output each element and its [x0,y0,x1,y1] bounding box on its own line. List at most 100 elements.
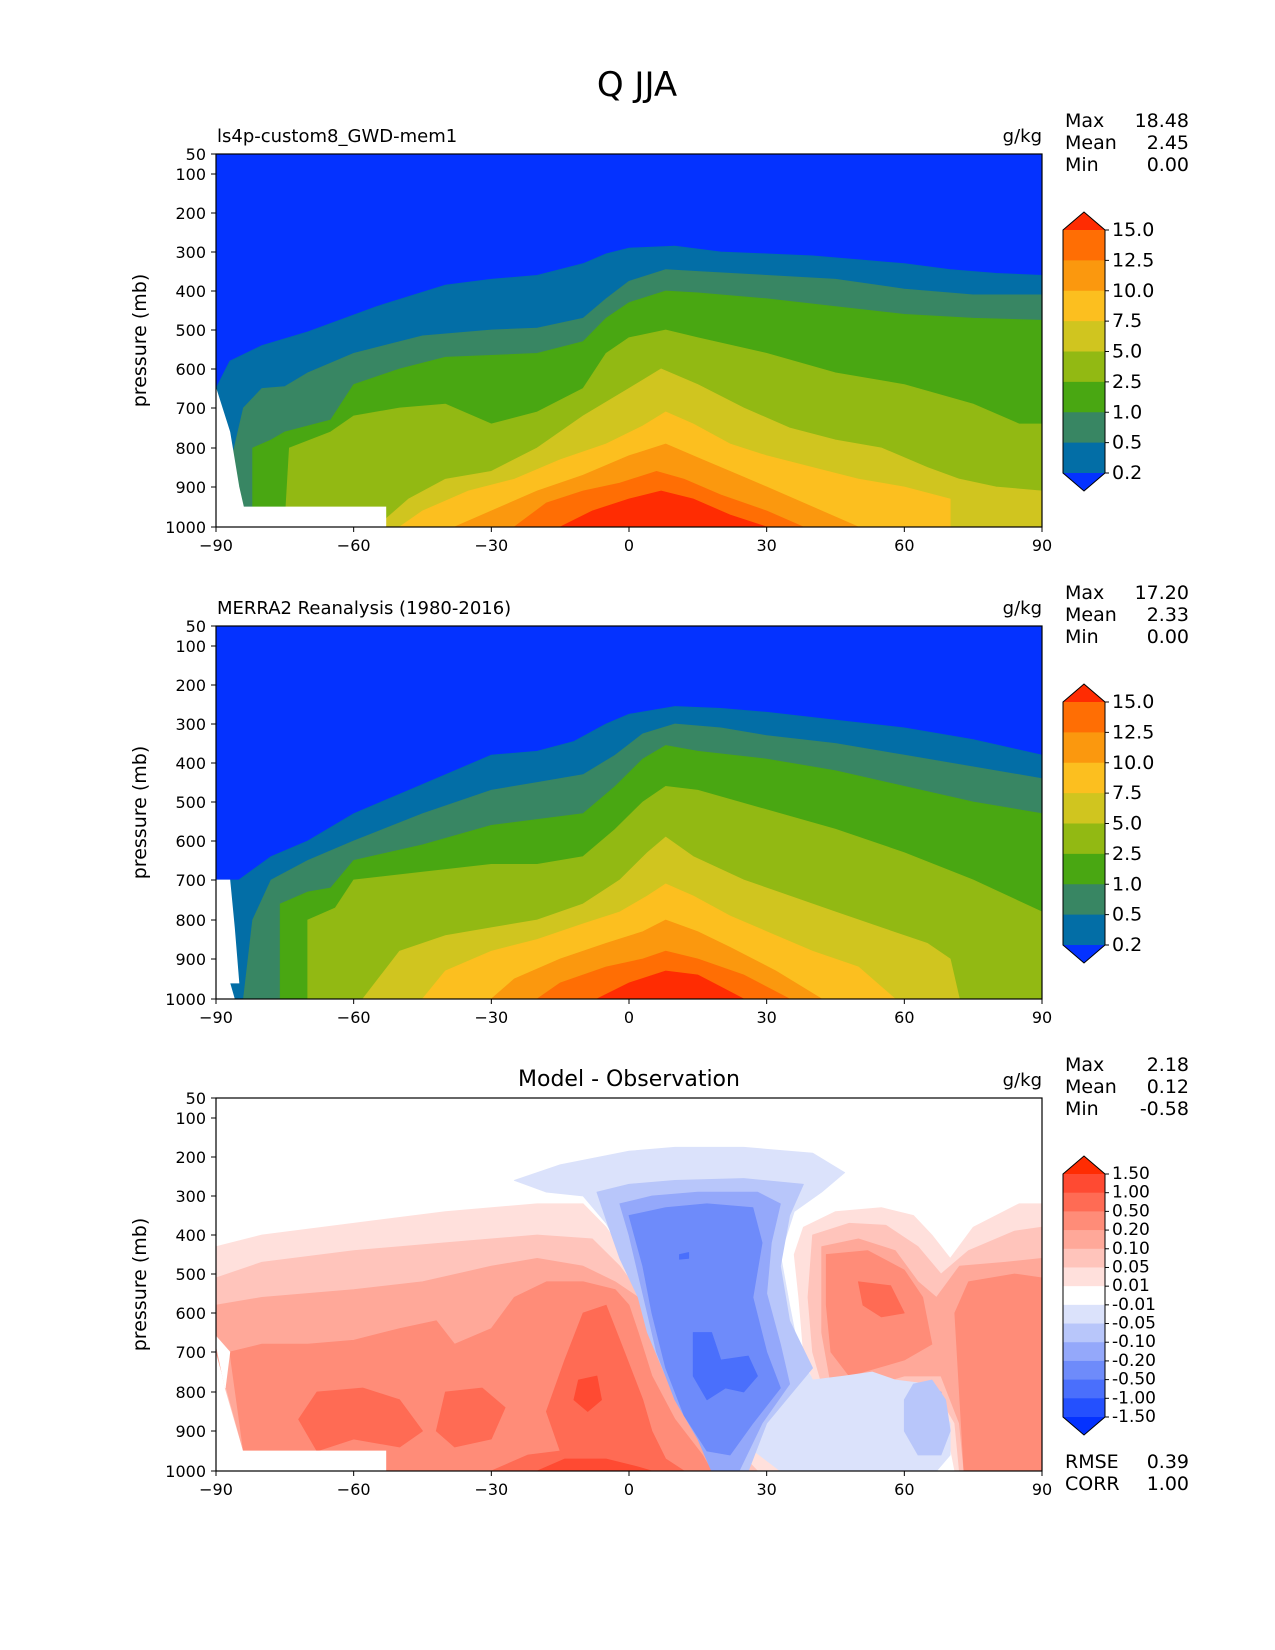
stat-value: 0.12 [1147,1076,1189,1098]
y-tick-label: 300 [175,715,206,734]
y-tick-label: 1000 [165,1462,206,1481]
colorbar-tick-label: 0.5 [1112,904,1142,926]
panel-title: ls4p-custom8_GWD-mem1 [217,126,457,147]
panel-2: MERRA2 Reanalysis (1980-2016) g/kg pressur… [129,582,1189,1027]
stat-value: 2.18 [1147,1054,1189,1076]
colorbar-block [1063,732,1105,764]
x-tick-label: 30 [756,1008,776,1027]
x-tick-label: 90 [1032,536,1052,555]
colorbar-block [1063,1211,1105,1231]
y-tick-label: 800 [175,439,206,458]
y-tick-label: 900 [175,950,206,969]
contour-band-15 [596,970,1042,999]
colorbar-block [1063,1323,1105,1343]
missing-data-region [216,1450,387,1471]
y-tick-label: 200 [175,1148,206,1167]
y-tick-label: 100 [175,1109,206,1128]
colorbar-tick-label: 0.05 [1112,1257,1150,1277]
missing-data-region [216,982,235,999]
stat-label: Mean [1065,604,1117,626]
colorbar-extend-min [1063,473,1105,491]
y-tick-label: 50 [186,145,206,164]
stat-value: 2.33 [1147,604,1189,626]
x-tick-label: 0 [624,536,634,555]
x-tick-label: 60 [894,1008,914,1027]
missing-data-region [216,879,240,984]
colorbar-block [1063,1286,1105,1306]
y-tick-label: 600 [175,1304,206,1323]
anomaly-region [692,1332,758,1401]
missing-data-region [216,388,245,508]
contour-band-15 [560,490,1042,527]
stat-label: Min [1065,626,1099,648]
colorbar-block [1063,702,1105,733]
stat-value: 0.00 [1147,154,1189,176]
y-tick-label: 700 [175,399,206,418]
colorbar-tick-label: 1.0 [1112,401,1142,423]
colorbar-block [1063,442,1105,474]
y-tick-label: 900 [175,1422,206,1441]
x-tick-label: −90 [199,1008,233,1027]
colorbar: -1.50-1.00-0.50-0.20-0.10-0.05-0.010.010… [1062,1155,1156,1436]
y-tick-label: 300 [175,243,206,262]
anomaly-region [679,1252,690,1260]
x-tick-label: −30 [474,536,508,555]
stat-value: 18.48 [1135,110,1189,132]
y-tick-label: 800 [175,1383,206,1402]
colorbar-tick-label: 12.5 [1112,249,1154,271]
stat-value: 2.45 [1147,132,1189,154]
x-tick-label: −30 [474,1008,508,1027]
y-tick-label: 500 [175,793,206,812]
units-label: g/kg [1003,1070,1042,1091]
colorbar-block [1063,1398,1105,1418]
colorbar-block [1063,381,1105,413]
colorbar-block [1063,884,1105,916]
colorbar-block [1063,321,1105,352]
colorbar-tick-label: 12.5 [1112,721,1154,743]
stat-label: Min [1065,1098,1099,1120]
colorbar-extend-min [1063,945,1105,963]
stat-value: 0.39 [1147,1451,1189,1473]
x-tick-label: −60 [337,1008,371,1027]
colorbar-tick-label: 1.50 [1112,1164,1150,1184]
colorbar-block [1063,793,1105,824]
colorbar-block [1063,914,1105,946]
plot-area [216,154,1042,527]
y-tick-label: 400 [175,282,206,301]
y-tick-label: 500 [175,1265,206,1284]
colorbar-tick-label: -1.00 [1112,1388,1156,1408]
stat-value: -0.58 [1140,1098,1189,1120]
panel-title: MERRA2 Reanalysis (1980-2016) [217,598,511,619]
y-tick-label: 600 [175,832,206,851]
y-tick-label: 200 [175,676,206,695]
anomaly-region [954,1273,1042,1471]
colorbar-block [1063,412,1105,444]
x-tick-label: 90 [1032,1480,1052,1499]
x-tick-label: −60 [337,1480,371,1499]
colorbar-block [1063,1304,1105,1325]
x-tick-label: 0 [624,1008,634,1027]
y-tick-label: 200 [175,204,206,223]
y-tick-label: 400 [175,754,206,773]
colorbar-block [1063,1192,1105,1212]
y-tick-label: 1000 [165,990,206,1009]
colorbar-block [1063,1174,1105,1194]
y-tick-label: 50 [186,617,206,636]
x-tick-label: −30 [474,1480,508,1499]
colorbar-tick-label: -0.20 [1112,1351,1156,1371]
colorbar-extend-max [1063,684,1105,702]
colorbar-tick-label: 2.5 [1112,371,1142,393]
stat-label: Min [1065,154,1099,176]
stat-value: 17.20 [1135,582,1189,604]
colorbar-tick-label: -0.10 [1112,1332,1156,1352]
colorbar-tick-label: 15.0 [1112,219,1154,241]
stat-label: Mean [1065,1076,1117,1098]
y-tick-label: 300 [175,1187,206,1206]
plot-area [216,626,1042,999]
colorbar-tick-label: 1.0 [1112,873,1142,895]
stat-label: Max [1065,1054,1104,1076]
colorbar-tick-label: 7.5 [1112,782,1142,804]
colorbar-block [1063,290,1105,322]
y-axis-label: pressure (mb) [129,274,151,408]
